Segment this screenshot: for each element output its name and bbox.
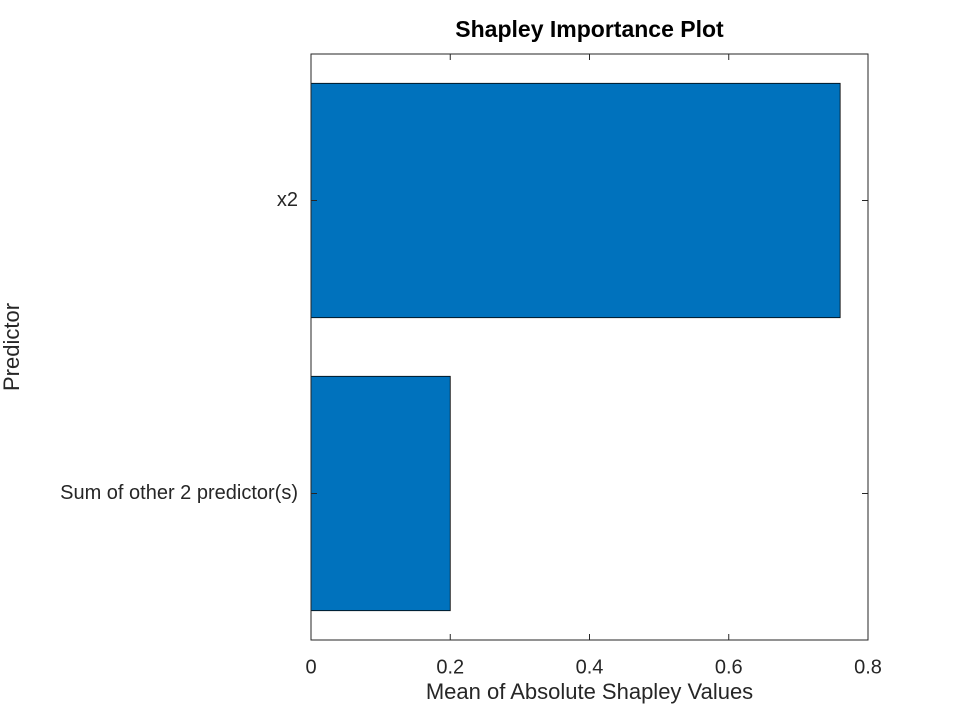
x-tick-label: 0 — [305, 656, 316, 678]
x-tick-label: 0.2 — [436, 656, 464, 678]
y-axis-label: Predictor — [0, 303, 24, 391]
axes-box — [310, 53, 869, 641]
x-tick-label: 0.8 — [854, 656, 882, 678]
chart-title: Shapley Importance Plot — [455, 16, 724, 42]
bar — [310, 82, 841, 319]
x-tick-label: 0.6 — [715, 656, 743, 678]
y-tick-label: x2 — [277, 189, 298, 211]
bar — [310, 375, 451, 612]
y-tick-label: Sum of other 2 predictor(s) — [60, 482, 298, 504]
x-tick-label: 0.4 — [576, 656, 604, 678]
x-axis-label: Mean of Absolute Shapley Values — [426, 679, 753, 704]
